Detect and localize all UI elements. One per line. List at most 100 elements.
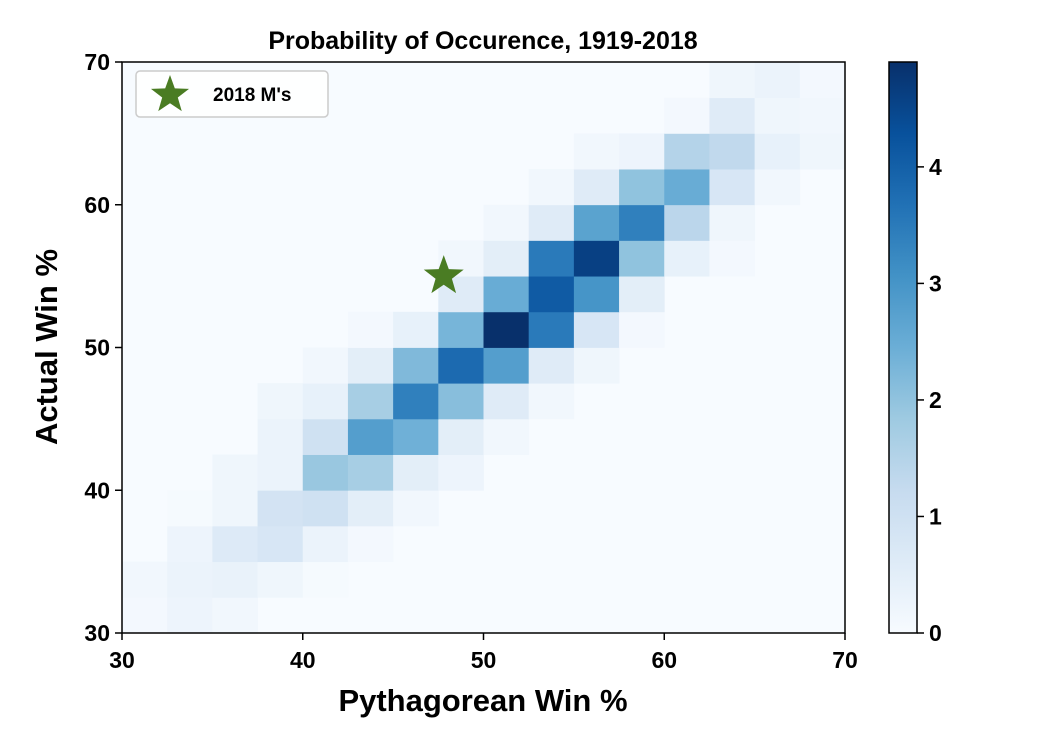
heatmap-cell	[754, 97, 801, 134]
heatmap-cell	[302, 525, 349, 563]
heatmap-cell	[664, 204, 710, 241]
heatmap-cell	[347, 383, 394, 420]
heatmap-cell	[257, 561, 304, 598]
heatmap-cell	[573, 276, 620, 313]
heatmap-cell	[709, 133, 756, 170]
colorbar-tick-label: 1	[929, 503, 942, 529]
heatmap-cell	[438, 454, 484, 491]
heatmap-cell	[619, 204, 665, 241]
legend-star-icon	[150, 75, 190, 112]
x-tick-label: 40	[290, 647, 316, 673]
colorbar-ticks: 0 1 2 3 4	[917, 154, 942, 646]
heatmap-cell	[257, 525, 304, 563]
heatmap-cell	[257, 383, 304, 420]
heatmap-cell	[709, 62, 756, 99]
heatmap-cell	[664, 97, 710, 134]
heatmap-cell	[799, 97, 846, 134]
heatmap-cell	[619, 240, 665, 277]
heatmap-cell	[664, 133, 710, 170]
heatmap-cell	[528, 383, 575, 420]
heatmap-cell	[573, 347, 620, 384]
heatmap-cell	[212, 561, 258, 598]
heatmap-cell	[483, 204, 530, 241]
heatmap-cell	[754, 169, 801, 206]
heatmap-cell	[528, 347, 575, 384]
heatmap-cell	[212, 454, 258, 491]
heatmap-cell	[167, 597, 213, 634]
heatmap-cell	[347, 311, 394, 348]
heatmap-cell	[257, 490, 304, 527]
colorbar-tick-label: 3	[929, 270, 942, 296]
x-tick-label: 60	[651, 647, 677, 673]
heatmap-cell	[528, 169, 575, 206]
colorbar-tick-label: 0	[929, 620, 942, 646]
heatmap-cell	[528, 311, 575, 348]
heatmap-cell	[573, 169, 620, 206]
heatmap-cell	[619, 169, 665, 206]
heatmap-cell	[302, 347, 349, 384]
heatmap-cell	[347, 490, 394, 527]
heatmap-cell	[347, 347, 394, 384]
heatmap-cell	[709, 204, 756, 241]
x-axis-ticks: 30 40 50 60 70	[109, 633, 858, 673]
heatmap-cell	[483, 383, 530, 420]
colorbar-tick-label: 2	[929, 387, 942, 413]
heatmap-cell	[438, 347, 484, 384]
heatmap-cell	[393, 490, 439, 527]
x-axis-label: Pythagorean Win %	[338, 683, 627, 718]
heatmap-cell	[664, 240, 710, 277]
heatmap-cell	[212, 525, 258, 563]
heatmap-cell	[393, 383, 439, 420]
heatmap-cell	[528, 276, 575, 313]
heatmap-cell	[122, 597, 168, 634]
heatmap-cell	[528, 240, 575, 277]
heatmap-cell	[438, 311, 484, 348]
heatmap-cell	[167, 525, 213, 563]
x-tick-label: 30	[109, 647, 135, 673]
heatmap-cell	[393, 454, 439, 491]
heatmap-cell	[167, 561, 213, 598]
heatmap-cell	[393, 347, 439, 384]
heatmap-cell	[347, 525, 394, 563]
colorbar: 0 1 2 3 4	[888, 61, 942, 646]
heatmap-cell	[302, 418, 349, 455]
y-tick-label: 50	[84, 335, 110, 361]
heatmap-cell	[257, 418, 304, 455]
heatmap-cell	[799, 62, 846, 99]
heatmap-cell	[212, 597, 258, 634]
heatmap-cell	[619, 276, 665, 313]
heatmap-cell	[483, 240, 530, 277]
y-axis-label: Actual Win %	[29, 249, 64, 445]
marker-layer	[423, 255, 464, 294]
heatmap-cell	[347, 454, 394, 491]
y-tick-label: 30	[84, 620, 110, 646]
heatmap-cell	[619, 311, 665, 348]
x-tick-label: 50	[471, 647, 497, 673]
y-tick-label: 40	[84, 477, 110, 503]
legend-box	[135, 70, 329, 118]
heatmap-cells	[122, 62, 846, 634]
heatmap-cell	[393, 311, 439, 348]
heatmap-cell	[799, 133, 846, 170]
y-axis-ticks: 30 40 50 60 70	[84, 49, 122, 646]
heatmap-cell	[709, 97, 756, 134]
heatmap-cell	[302, 454, 349, 491]
heatmap-cell	[483, 311, 530, 348]
heatmap-cell	[212, 490, 258, 527]
heatmap-cell	[664, 169, 710, 206]
heatmap-cell	[573, 240, 620, 277]
heatmap-cell	[709, 240, 756, 277]
heatmap-cell	[122, 561, 168, 598]
heatmap-cell	[302, 490, 349, 527]
colorbar-gradient	[888, 61, 918, 634]
heatmap-cell	[754, 62, 801, 99]
heatmap-cell	[709, 169, 756, 206]
y-tick-label: 70	[84, 49, 110, 75]
heatmap-cell	[483, 347, 530, 384]
heatmap-cell	[347, 418, 394, 455]
marker-star-2018	[423, 255, 464, 294]
heatmap-cell	[573, 311, 620, 348]
heatmap-cell	[528, 204, 575, 241]
heatmap-cell	[483, 418, 530, 455]
